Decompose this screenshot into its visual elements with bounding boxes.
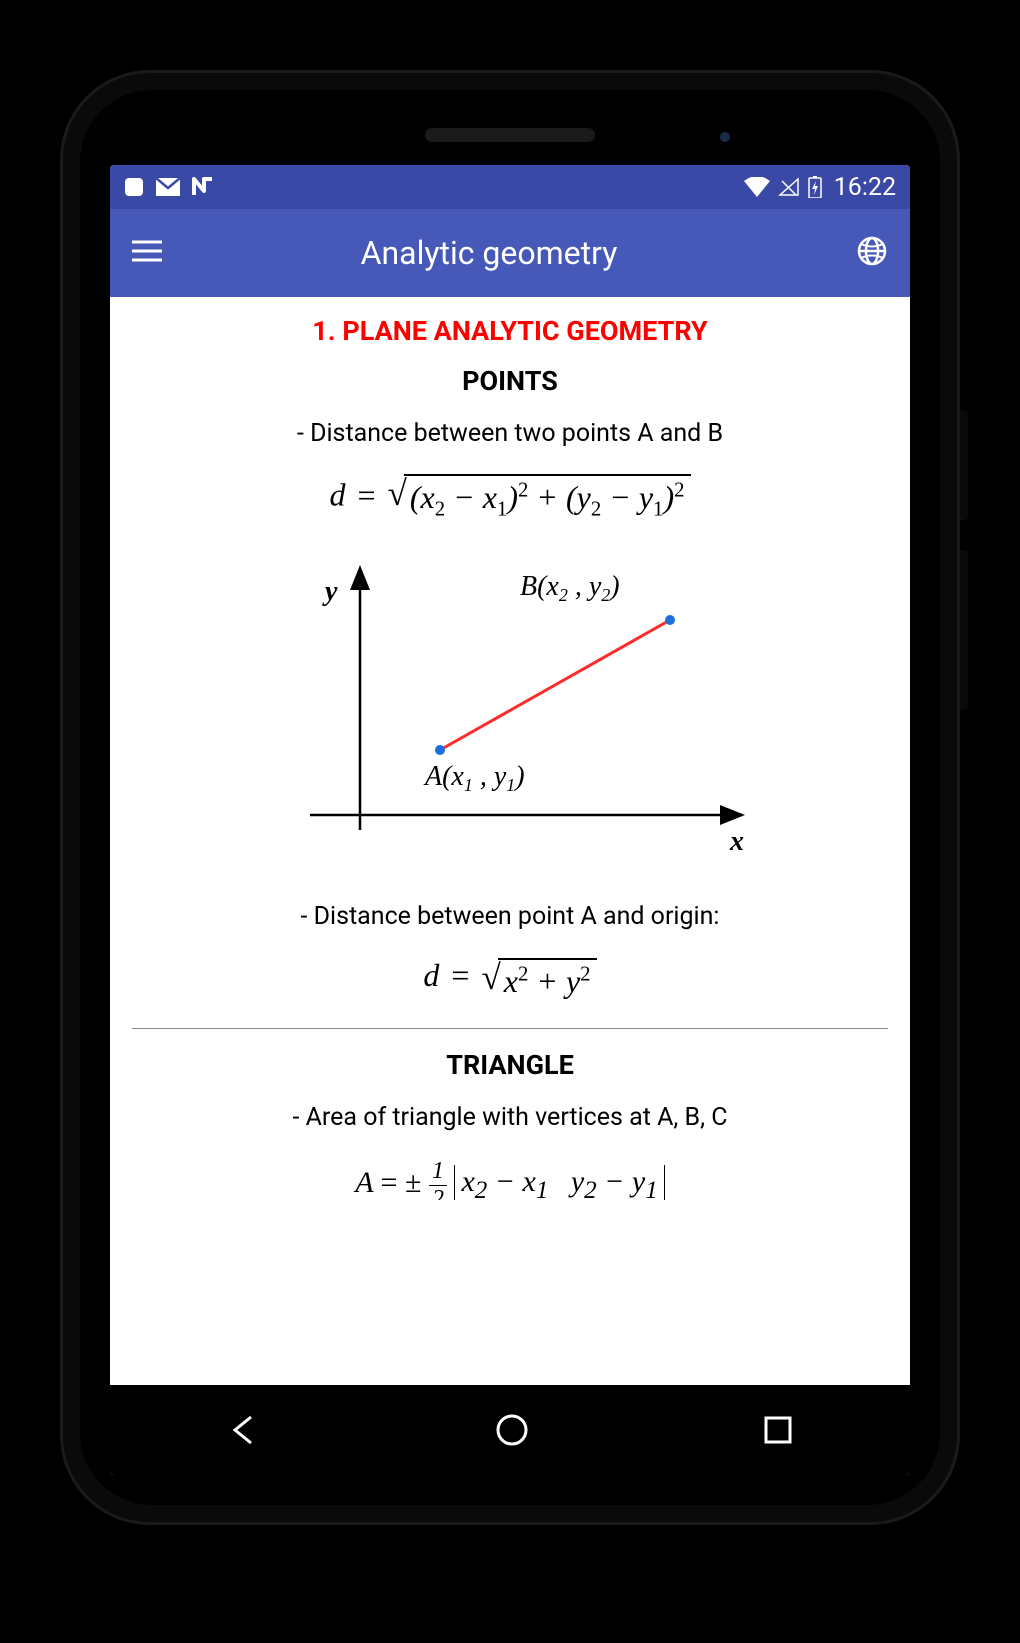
formula-lhs: d — [423, 957, 439, 993]
status-right-icons: 16:22 — [744, 173, 896, 202]
android-nav-bar — [110, 1385, 910, 1475]
home-button[interactable] — [494, 1412, 530, 1448]
item-distance-two-points: - Distance between two points A and B — [132, 419, 888, 448]
chapter-title: 1. PLANE ANALYTIC GEOMETRY — [132, 315, 888, 347]
item-triangle-area: - Area of triangle with vertices at A, B… — [132, 1103, 888, 1132]
point-b-label: B(x2 , y2) — [520, 571, 620, 605]
section-title-triangle: TRIANGLE — [132, 1049, 888, 1081]
status-left-icons — [124, 177, 214, 197]
app-bar: Analytic geometry — [110, 209, 910, 297]
y-axis-label: y — [322, 576, 338, 607]
x-axis-label: x — [729, 826, 744, 857]
screen: 16:22 Analytic geometry 1. PLANE ANALYTI… — [110, 165, 910, 1475]
status-bar: 16:22 — [110, 165, 910, 209]
phone-side-button — [960, 550, 968, 710]
battery-charging-icon — [808, 176, 822, 198]
phone-speaker — [425, 128, 595, 142]
formula-lhs: d — [329, 477, 345, 513]
gmail-icon — [156, 178, 180, 196]
back-button[interactable] — [227, 1413, 261, 1447]
point-a-label: A(x1 , y1) — [423, 761, 525, 795]
notification-square-icon — [124, 177, 144, 197]
n-icon — [192, 177, 214, 197]
item-distance-origin: - Distance between point A and origin: — [132, 902, 888, 931]
formula-distance-origin: d = √ x2 + y2 — [132, 957, 888, 1000]
formula-distance-two-points: d = √ (x2 − x1)2 + (y2 − y1)2 — [132, 474, 888, 522]
phone-bezel: 16:22 Analytic geometry 1. PLANE ANALYTI… — [80, 90, 940, 1505]
wifi-icon — [744, 177, 770, 197]
phone-frame: 16:22 Analytic geometry 1. PLANE ANALYTI… — [60, 70, 960, 1525]
status-time: 16:22 — [834, 173, 896, 202]
globe-icon[interactable] — [856, 235, 888, 271]
formula-triangle-area-partial: A = ± 1 2 x2 − x1 y2 − y1 — [132, 1158, 888, 1200]
divider — [132, 1028, 888, 1029]
content-area[interactable]: 1. PLANE ANALYTIC GEOMETRY POINTS - Dist… — [110, 297, 910, 1385]
section-title-points: POINTS — [132, 365, 888, 397]
no-signal-icon — [778, 177, 800, 197]
app-bar-title: Analytic geometry — [142, 234, 836, 272]
phone-camera — [720, 132, 730, 142]
phone-side-button — [960, 410, 968, 520]
recents-button[interactable] — [763, 1415, 793, 1445]
points-diagram: y x A(x1 , y1) B(x2 , y2) — [250, 550, 770, 880]
